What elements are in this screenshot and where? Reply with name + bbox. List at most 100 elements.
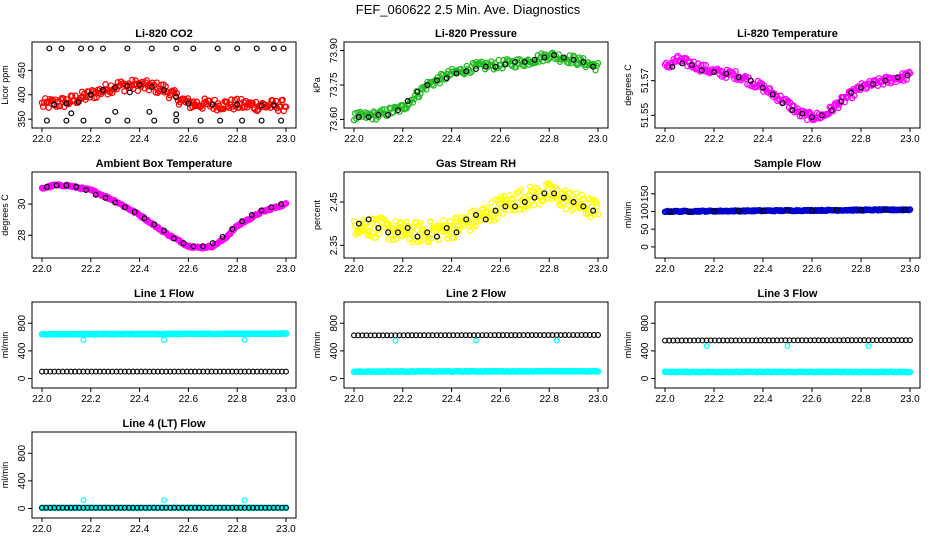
avg-point [96,368,103,375]
avg-point [192,368,198,375]
avg-point [109,504,116,511]
avg-point [882,337,889,344]
raw-point [565,190,573,197]
y-tick-label: 0 [17,375,28,381]
y-axis-label: percent [312,199,322,230]
avg-point [531,194,538,201]
avg-point [225,368,232,375]
raw-point [378,106,386,113]
avg-point [73,183,80,190]
outliers-point [80,497,87,504]
avg-high-point [190,45,197,52]
avg-point [204,504,211,511]
raw-point [253,107,261,115]
x-tick-label: 23.0 [588,264,608,275]
avg-point [394,229,401,236]
avg-low-point [43,117,50,124]
y-tick-label: 0 [640,244,651,250]
avg-point [545,332,552,339]
x-tick-label: 22.4 [130,134,150,145]
avg-point [216,504,223,511]
avg-point [365,216,372,223]
avg-point [769,91,776,98]
avg-point [262,368,269,375]
y-tick-label: 400 [17,342,28,359]
avg-point [112,199,119,206]
avg-point [512,203,519,210]
avg-point [691,337,698,344]
avg-point [898,337,905,344]
y-tick-label: 800 [640,314,651,331]
avg-point [117,504,124,511]
x-tick-label: 22.2 [393,394,413,405]
avg-point [417,332,424,339]
y-tick-label: 51.57 [640,68,651,93]
avg-point [808,114,815,121]
avg-point [728,337,735,344]
raw-point [233,95,241,103]
x-tick-label: 23.0 [276,134,296,145]
avg-point [541,190,548,197]
avg-point [266,504,273,511]
avg-point [154,368,161,375]
avg-point [803,337,810,344]
raw-point [450,234,458,242]
plot-frame [654,301,921,389]
y-tick-label: 0 [640,375,651,381]
plot-frame [31,41,297,129]
avg-point [757,337,764,344]
y-axis-label: degrees C [623,64,633,106]
avg-point [355,332,362,339]
avg-point [462,332,469,339]
avg-point [495,332,502,339]
avg-point [823,337,830,344]
avg-point [502,203,509,210]
avg-point [175,504,182,511]
avg-point [720,337,727,344]
avg-point [59,504,66,511]
avg-point [130,504,136,511]
avg-point [541,332,548,339]
avg-point [241,368,248,375]
x-tick-label: 22.8 [851,134,871,145]
avg-point [237,368,244,375]
avg-point [124,82,131,89]
avg-point [367,332,374,339]
avg-point [170,235,177,242]
avg-point [877,337,884,344]
avg-point [105,368,112,375]
x-tick-label: 22.6 [179,524,199,535]
avg-point [101,368,107,375]
avg-low-point [173,117,180,124]
avg-point [521,199,528,206]
avg-point [551,52,558,59]
avg-point [848,89,855,96]
avg-low-point [278,117,285,124]
avg-point [351,332,357,339]
avg-point [175,368,182,375]
avg-point [84,368,91,375]
avg-point [262,504,269,511]
x-tick-label: 23.0 [900,134,920,145]
x-tick-label: 22.4 [130,264,150,275]
avg-point [167,368,174,375]
avg-point [590,207,597,214]
avg-point [221,368,227,375]
plot-area [350,332,602,376]
avg-point [520,332,527,339]
avg-point [150,368,157,375]
x-tick-label: 23.0 [276,264,296,275]
avg-point [902,206,909,213]
avg-point [551,190,558,197]
avg-low-point [151,117,158,124]
panel-title: Li-820 CO2 [135,28,192,40]
avg-point [779,100,786,107]
avg-point [838,98,845,105]
plot-area [350,180,602,246]
avg-point [274,504,281,511]
raw-point [72,92,79,99]
x-tick-label: 22.4 [442,394,462,405]
raw-point [900,77,907,84]
avg-point [154,504,161,511]
